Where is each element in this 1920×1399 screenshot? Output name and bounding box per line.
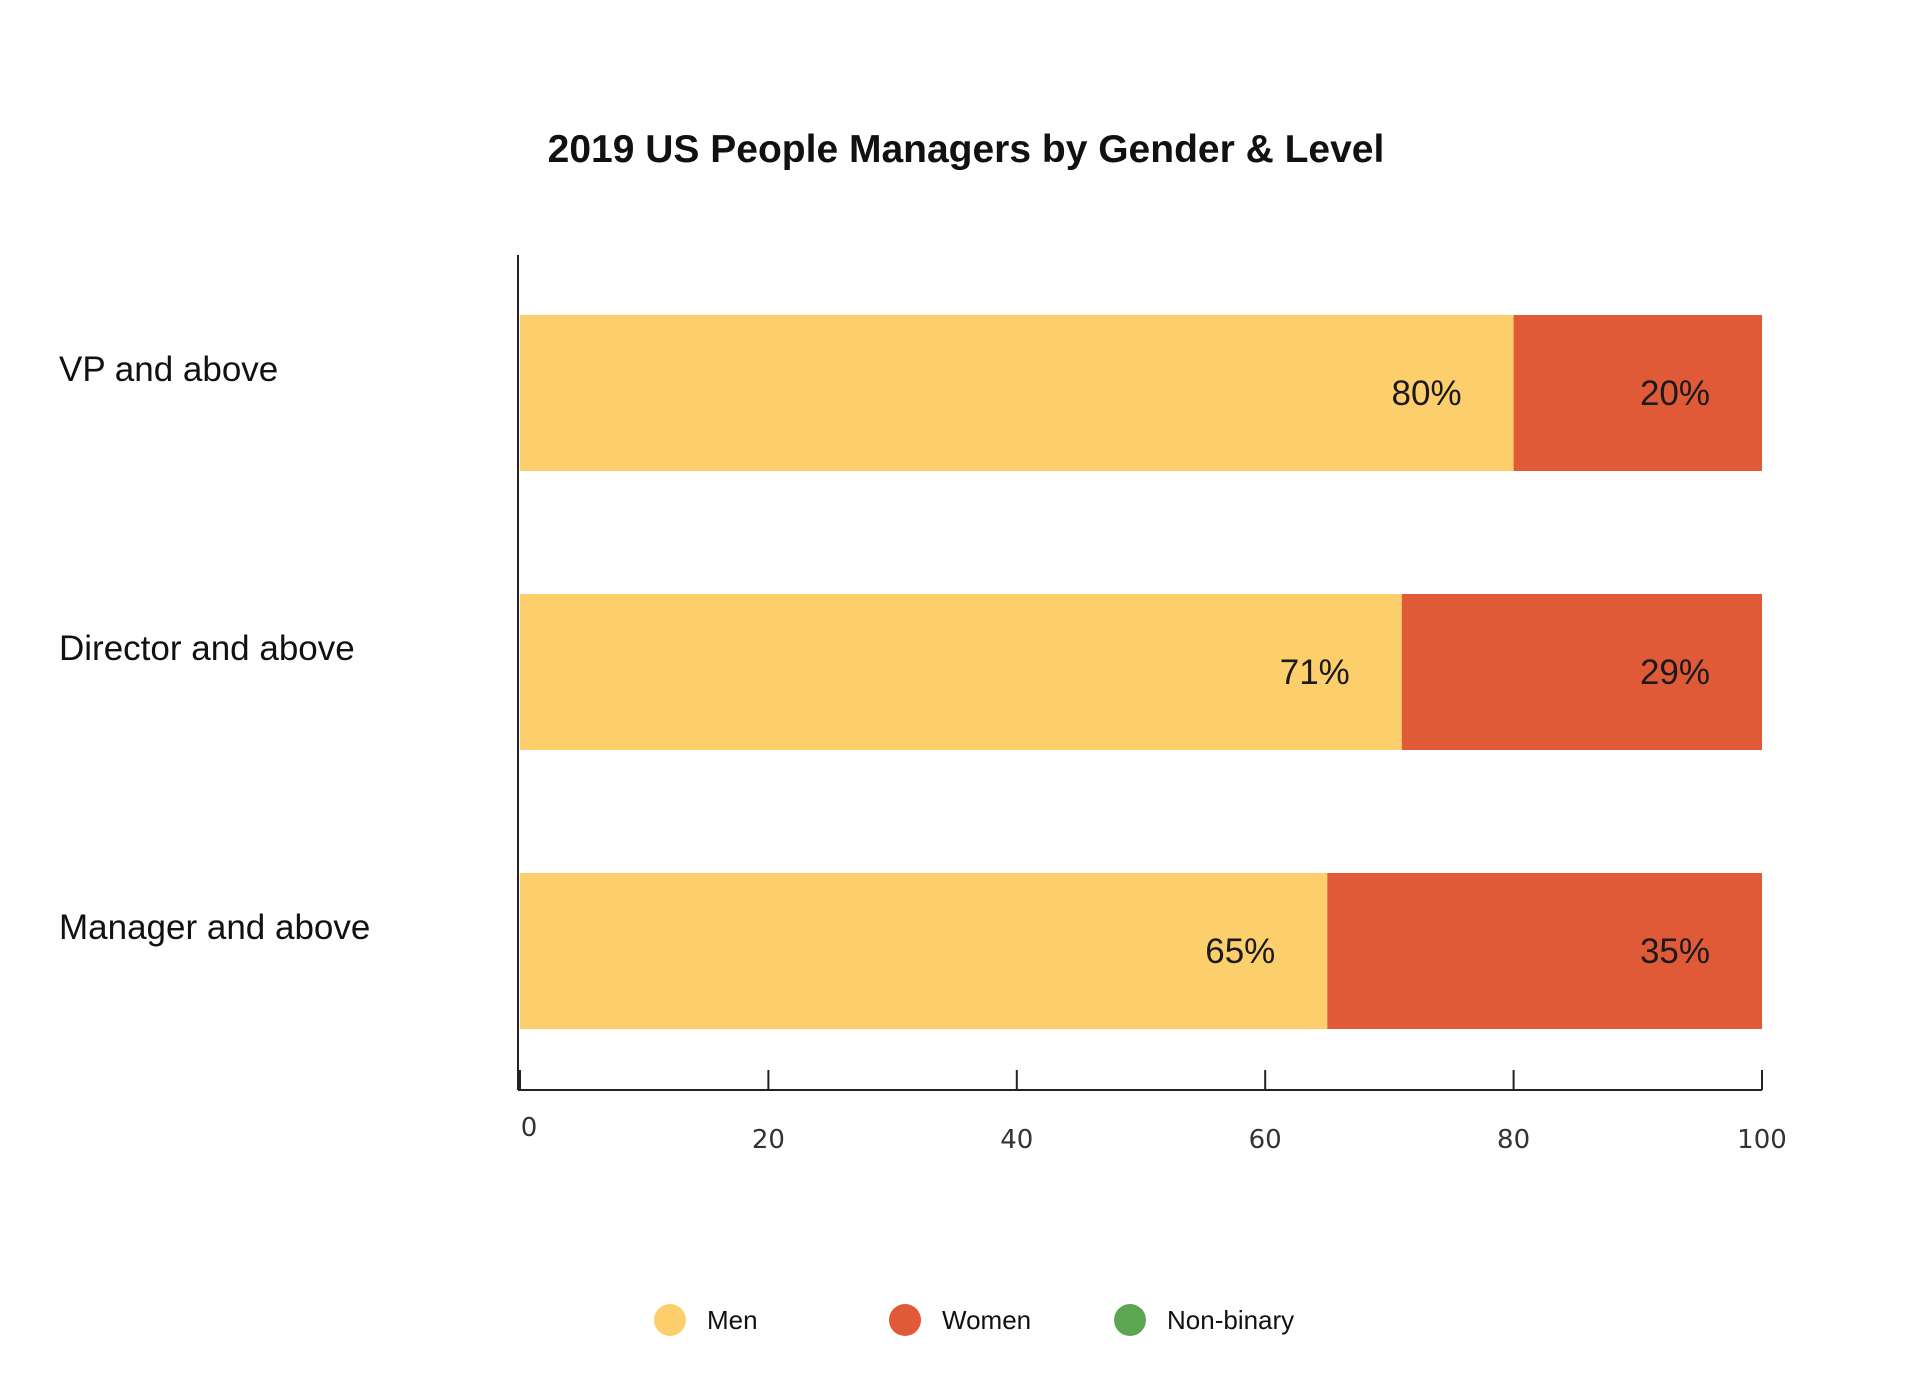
bar-women-vp-and-above (1513, 315, 1762, 471)
legend-marker-non-binary (1114, 1304, 1146, 1336)
axes-layer: 0 20 40 60 80 100 (517, 255, 1787, 1155)
labels-layer: VP and above Director and above Manager an… (59, 350, 1710, 971)
legend-label-men: Men (707, 1305, 758, 1335)
bar-women-manager-and-above (1327, 873, 1762, 1029)
data-label-women-director-and-above: 29% (1640, 653, 1710, 692)
legend: Men Women Non-binary (654, 1304, 1294, 1336)
category-label-vp-and-above: VP and above (59, 350, 278, 389)
category-label-director-and-above: Director and above (59, 629, 355, 668)
chart-title: 2019 US People Managers by Gender & Leve… (548, 128, 1385, 171)
bars-layer (520, 315, 1762, 1029)
x-tick-label-0: 0 (521, 1113, 538, 1143)
data-label-men-director-and-above: 71% (1280, 653, 1350, 692)
x-tick-label-20: 20 (752, 1125, 785, 1155)
x-tick-label-80: 80 (1497, 1125, 1530, 1155)
legend-marker-women (889, 1304, 921, 1336)
bar-men-manager-and-above (520, 873, 1328, 1029)
data-label-women-manager-and-above: 35% (1640, 932, 1710, 971)
legend-marker-men (654, 1304, 686, 1336)
x-tick-label-40: 40 (1000, 1125, 1033, 1155)
data-label-men-manager-and-above: 65% (1205, 932, 1275, 971)
bar-men-director-and-above (520, 594, 1402, 750)
data-label-women-vp-and-above: 20% (1640, 374, 1710, 413)
x-tick-label-100: 100 (1737, 1125, 1787, 1155)
category-label-manager-and-above: Manager and above (59, 908, 370, 947)
x-tick-label-60: 60 (1249, 1125, 1282, 1155)
legend-label-women: Women (942, 1305, 1031, 1335)
bar-men-vp-and-above (520, 315, 1514, 471)
data-label-men-vp-and-above: 80% (1392, 374, 1462, 413)
bar-women-director-and-above (1401, 594, 1762, 750)
legend-label-non-binary: Non-binary (1167, 1305, 1294, 1335)
